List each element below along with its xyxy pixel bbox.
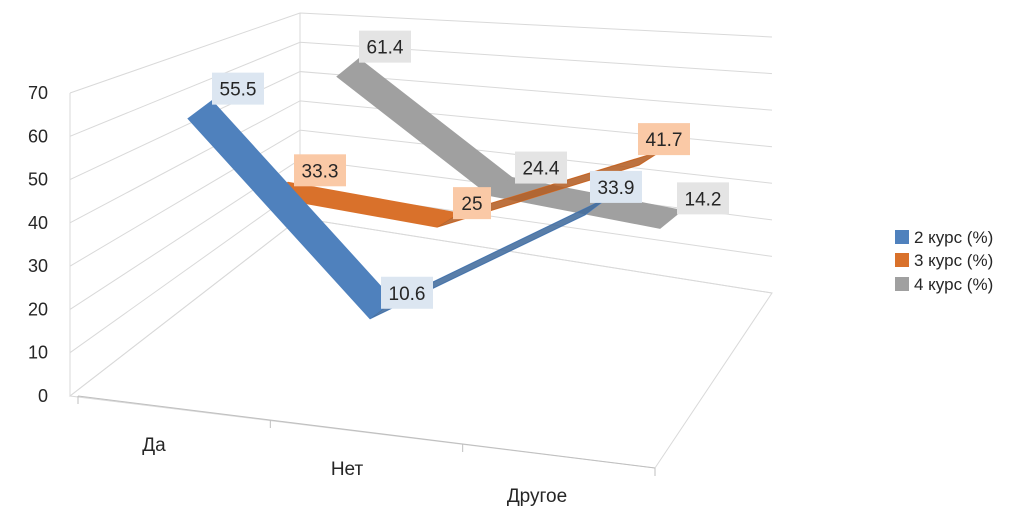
data-label: 33.3 (294, 154, 346, 187)
legend-item: 4 курс (%) (895, 275, 993, 294)
y-tick-label: 0 (38, 386, 48, 406)
y-tick-label: 70 (28, 83, 48, 103)
legend-swatch (895, 253, 909, 267)
legend-label: 3 курс (%) (914, 251, 993, 270)
data-label-text: 14.2 (685, 189, 722, 210)
legend-label: 4 курс (%) (914, 275, 993, 294)
data-label-box (638, 123, 690, 156)
data-label-text: 55.5 (220, 80, 257, 101)
data-label-box (453, 187, 491, 220)
chart-back-wall (69, 12, 773, 397)
series-ribbon-shade (437, 151, 661, 228)
y-tick-label: 20 (28, 299, 48, 319)
data-label: 33.9 (590, 170, 642, 203)
series-layer (187, 58, 684, 320)
data-label: 25 (453, 187, 491, 220)
y-tick-label: 40 (28, 213, 48, 233)
data-label-box (590, 170, 642, 203)
x-axis-line (77, 395, 656, 469)
data-label-text: 33.3 (302, 161, 339, 182)
series-2 (264, 150, 662, 228)
data-label-text: 61.4 (367, 38, 404, 59)
y-axis: 0 10 20 30 40 50 60 70 (28, 83, 48, 406)
data-label-text: 24.4 (523, 159, 560, 180)
data-label: 10.6 (381, 276, 433, 309)
data-label: 24.4 (515, 151, 567, 184)
floor-outline (68, 217, 773, 469)
y-tick-label: 10 (28, 343, 48, 363)
y-tick-label: 60 (28, 126, 48, 146)
legend-item: 3 курс (%) (895, 251, 993, 270)
data-label: 14.2 (677, 182, 729, 215)
legend: 2 курс (%) 3 курс (%) 4 курс (%) (895, 228, 993, 294)
data-label-box (294, 154, 346, 187)
x-category-label: Другое (507, 486, 567, 507)
data-label-text: 10.6 (389, 284, 426, 305)
data-label: 55.5 (212, 72, 264, 105)
data-label: 61.4 (359, 30, 411, 63)
chart-floor (68, 217, 773, 469)
legend-label: 2 курс (%) (914, 228, 993, 247)
data-label-text: 33.9 (598, 178, 635, 199)
x-axis: Да Нет Другое (77, 395, 656, 507)
x-category-label: Да (142, 435, 166, 456)
x-category-label: Нет (331, 459, 364, 480)
y-tick-label: 30 (28, 256, 48, 276)
data-label-box (212, 72, 264, 105)
legend-swatch (895, 277, 909, 291)
y-tick-label: 50 (28, 170, 48, 190)
legend-swatch (895, 230, 909, 244)
data-label-text: 25 (461, 194, 482, 215)
data-label-box (677, 182, 729, 215)
data-label-box (515, 151, 567, 184)
data-labels-layer: 55.5 10.6 33.9 33.3 25 41.7 61.4 24.4 14.2 (212, 30, 729, 309)
legend-item: 2 курс (%) (895, 228, 993, 247)
series-ribbon-segment (488, 177, 684, 229)
data-label: 41.7 (638, 123, 690, 156)
data-label-box (381, 276, 433, 309)
data-label-text: 41.7 (646, 130, 683, 151)
data-label-box (359, 30, 411, 63)
